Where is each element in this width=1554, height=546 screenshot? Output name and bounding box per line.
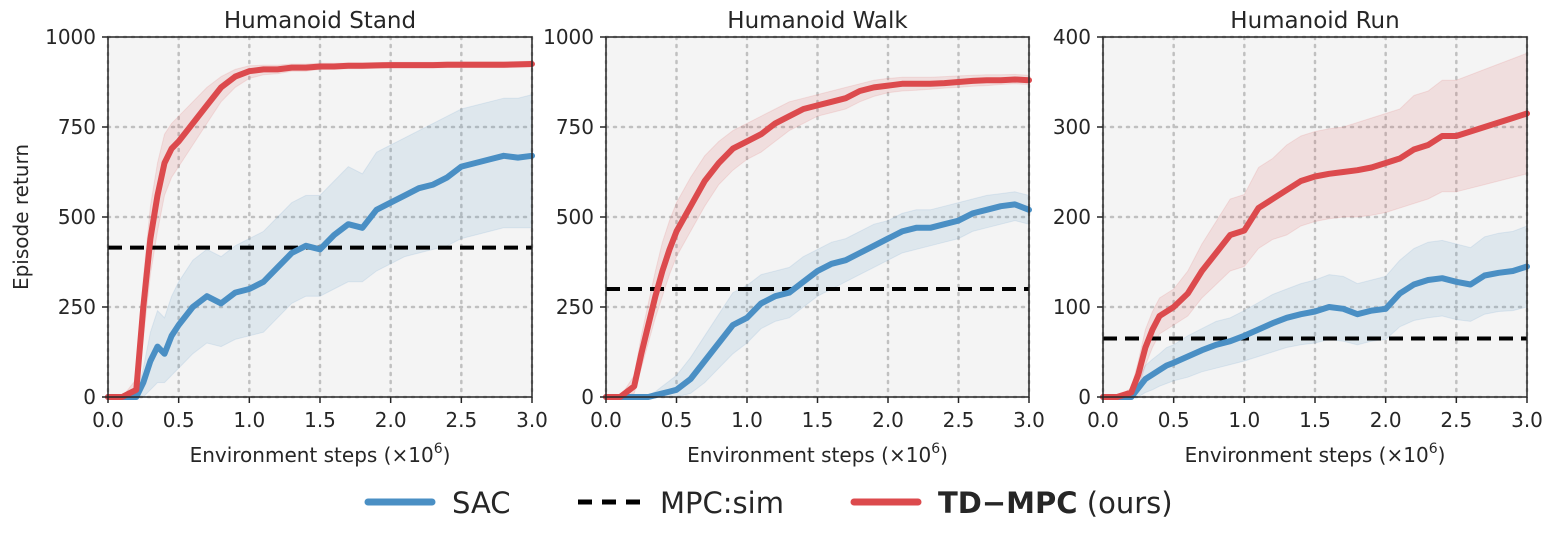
y-tick-label: 0 xyxy=(581,385,594,409)
x-tick-label: 3.0 xyxy=(1511,408,1543,432)
sac-line xyxy=(603,201,1032,400)
x-tick-label: 1.0 xyxy=(1228,408,1260,432)
x-axis-label: Environment steps (×106) xyxy=(1185,441,1446,467)
y-axis-label: Episode return xyxy=(9,144,33,290)
tdmpc-line xyxy=(1100,110,1530,400)
y-tick-label: 250 xyxy=(58,295,96,319)
x-tick-label: 0.5 xyxy=(661,408,693,432)
x-tick-label: 1.5 xyxy=(802,408,834,432)
legend-tdmpc-bold: TD−MPC xyxy=(938,486,1078,520)
x-axis-label-exponent: 6 xyxy=(931,441,940,457)
x-tick-label: 1.5 xyxy=(1299,408,1331,432)
tdmpc-line xyxy=(603,76,1032,400)
x-tick-label: 0.0 xyxy=(590,408,622,432)
x-tick-label: 1.0 xyxy=(233,408,265,432)
sac-line xyxy=(105,152,535,400)
y-tick-label: 300 xyxy=(1053,115,1091,139)
chart-panel-2: 0.0 0.5 1.0 1.5 2.0 2.5 3.0 0 250 500 750 1000 Human… xyxy=(543,8,1045,467)
y-tick-label: 500 xyxy=(556,205,594,229)
y-tick-label: 1000 xyxy=(543,25,594,49)
x-axis-label-exponent: 6 xyxy=(1429,441,1438,457)
sac-line xyxy=(1100,263,1530,400)
tdmpc-line xyxy=(105,61,535,400)
y-tick-label: 1000 xyxy=(45,25,96,49)
x-tick-label: 0.0 xyxy=(1087,408,1119,432)
panel-title: Humanoid Stand xyxy=(224,8,416,34)
x-tick-label: 0.0 xyxy=(92,408,124,432)
x-tick-label: 1.0 xyxy=(731,408,763,432)
x-axis-label-main: Environment steps (×10 xyxy=(1185,443,1429,467)
x-tick-label: 2.5 xyxy=(1440,408,1472,432)
panel-title: Humanoid Walk xyxy=(727,8,908,34)
y-tick-label: 750 xyxy=(58,115,96,139)
y-tick-label: 0 xyxy=(83,385,96,409)
x-tick-label: 2.0 xyxy=(375,408,407,432)
x-tick-label: 2.0 xyxy=(1370,408,1402,432)
legend-mpc-label: MPC:sim xyxy=(660,486,784,520)
legend-tdmpc-label: TD−MPC (ours) xyxy=(938,486,1173,520)
x-tick-label: 2.5 xyxy=(445,408,477,432)
y-tick-label: 200 xyxy=(1053,205,1091,229)
x-axis-label-main: Environment steps (×10 xyxy=(190,443,434,467)
y-tick-label: 750 xyxy=(556,115,594,139)
chart-panel-3: 0.0 0.5 1.0 1.5 2.0 2.5 3.0 0 100 200 300 400 Humano… xyxy=(1053,8,1543,467)
y-tick-label: 0 xyxy=(1078,385,1091,409)
legend: SAC MPC:sim TD−MPC (ours) xyxy=(364,486,1173,520)
x-axis-label-end: ) xyxy=(1438,443,1446,467)
x-tick-label: 3.0 xyxy=(516,408,548,432)
x-tick-label: 2.5 xyxy=(943,408,975,432)
x-axis-label: Environment steps (×106) xyxy=(190,441,451,467)
x-axis-label: Environment steps (×106) xyxy=(687,441,948,467)
legend-tdmpc-suffix: (ours) xyxy=(1078,486,1173,520)
y-tick-label: 100 xyxy=(1053,295,1091,319)
legend-sac-label: SAC xyxy=(452,486,511,520)
y-tick-label: 400 xyxy=(1053,25,1091,49)
x-tick-label: 0.5 xyxy=(1158,408,1190,432)
y-tick-label: 500 xyxy=(58,205,96,229)
x-axis-label-exponent: 6 xyxy=(434,441,443,457)
x-tick-label: 1.5 xyxy=(304,408,336,432)
x-tick-label: 3.0 xyxy=(1013,408,1045,432)
x-axis-label-main: Environment steps (×10 xyxy=(687,443,931,467)
y-tick-label: 250 xyxy=(556,295,594,319)
panel-title: Humanoid Run xyxy=(1230,8,1399,34)
x-axis-label-end: ) xyxy=(443,443,451,467)
x-axis-label-end: ) xyxy=(940,443,948,467)
x-tick-label: 0.5 xyxy=(163,408,195,432)
chart-panel-1: 0.0 0.5 1.0 1.5 2.0 2.5 3.0 0 250 500 750 1000 Human… xyxy=(9,8,548,467)
x-tick-label: 2.0 xyxy=(872,408,904,432)
